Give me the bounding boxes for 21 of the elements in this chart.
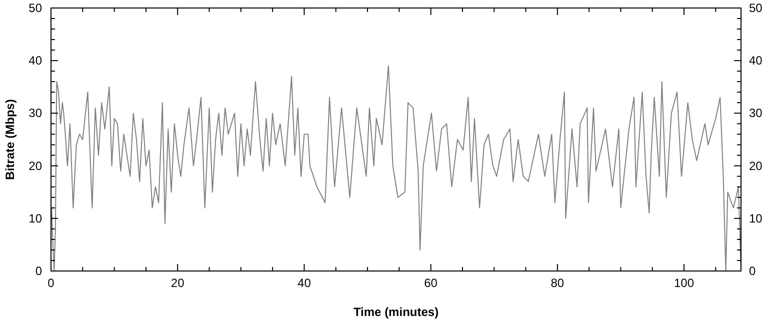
y2-tick-label: 30 bbox=[749, 106, 763, 120]
y2-tick-label: 10 bbox=[749, 211, 763, 226]
x-tick-label: 20 bbox=[170, 276, 185, 290]
y2-tick-label: 50 bbox=[749, 1, 763, 15]
y2-tick-label: 40 bbox=[749, 54, 763, 68]
y-tick-label: 50 bbox=[28, 1, 42, 15]
line-series bbox=[51, 65, 742, 272]
y2-tick-label: 20 bbox=[749, 158, 763, 173]
y-tick-label: 0 bbox=[35, 264, 42, 278]
x-tick-label: 0 bbox=[48, 276, 55, 290]
x-tick-label: 100 bbox=[674, 276, 694, 290]
y-axis-title: Bitrate (Mbps) bbox=[3, 99, 17, 180]
x-tick-label: 60 bbox=[424, 276, 438, 290]
x-tick-label: 40 bbox=[298, 276, 312, 290]
x-axis-title: Time (minutes) bbox=[353, 305, 439, 319]
y-tick-label: 20 bbox=[28, 158, 42, 173]
y-tick-label: 40 bbox=[28, 54, 42, 68]
y2-tick-label: 0 bbox=[749, 264, 756, 278]
y-tick-label: 10 bbox=[28, 211, 42, 226]
x-tick-label: 80 bbox=[550, 276, 564, 290]
y-tick-label: 30 bbox=[28, 106, 42, 120]
